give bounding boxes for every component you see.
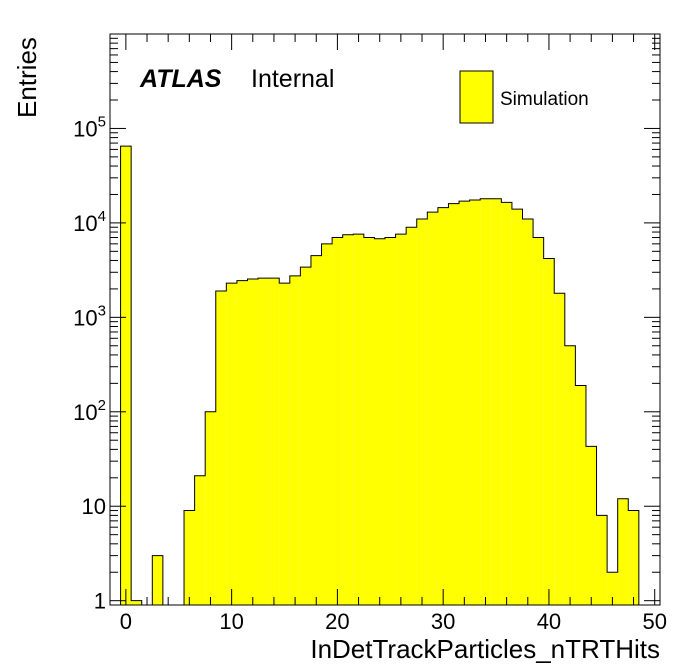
histogram-bar <box>194 475 206 605</box>
y-tick-label: 104 <box>73 208 106 236</box>
histogram-bar <box>258 278 269 605</box>
histogram-bar <box>533 237 544 606</box>
legend: Simulation <box>459 70 589 124</box>
histogram-bar <box>395 234 407 605</box>
histogram-bar <box>427 212 438 605</box>
histogram-bar <box>215 291 227 605</box>
histogram-bar <box>406 227 417 605</box>
legend-swatch-simulation <box>459 70 494 124</box>
histogram-bar <box>152 555 163 605</box>
histogram-bar <box>490 198 502 606</box>
histogram-bar <box>554 293 565 605</box>
histogram-bar <box>205 411 216 605</box>
histogram-bar <box>289 275 301 605</box>
histogram-bar <box>363 237 375 606</box>
y-tick-labels: 1 10 102 103 104 105 <box>73 113 106 613</box>
histogram-bar <box>236 280 248 605</box>
histogram-bar <box>268 278 280 605</box>
y-tick-label: 102 <box>73 397 106 425</box>
y-axis-label: Entries <box>12 37 42 118</box>
histogram-bar <box>459 201 470 605</box>
histogram-bar <box>342 234 354 605</box>
histogram-bar <box>585 446 597 605</box>
histogram-bar <box>120 146 132 605</box>
histogram-bar <box>543 258 555 605</box>
histogram-bar <box>607 572 618 605</box>
atlas-label: ATLAS <box>139 65 222 93</box>
x-tick-label: 30 <box>431 609 455 634</box>
histogram-bar <box>575 385 586 605</box>
y-tick-label: 10 <box>82 494 106 519</box>
histogram-bars <box>120 145 640 606</box>
histogram-bar <box>184 510 195 605</box>
histogram-bar <box>437 207 449 605</box>
histogram-bar <box>310 255 322 605</box>
histogram-bar <box>226 283 237 605</box>
x-axis-label: InDetTrackParticles_nTRTHits <box>310 634 660 664</box>
histogram-bar <box>300 267 311 605</box>
x-tick-label: 40 <box>537 609 561 634</box>
histogram-bar <box>480 198 491 606</box>
histogram-bar <box>522 218 534 605</box>
histogram-bar <box>501 202 512 605</box>
internal-label: Internal <box>251 65 334 93</box>
histogram-bar <box>279 283 290 605</box>
x-tick-label: 20 <box>325 609 349 634</box>
histogram-bar <box>247 278 259 605</box>
histogram-bar <box>628 510 639 605</box>
plot-frame <box>109 33 661 606</box>
histogram-bar <box>374 238 385 605</box>
histogram-bar <box>596 515 608 605</box>
histogram-bar <box>353 234 364 605</box>
histogram-bar <box>385 237 396 606</box>
histogram-bar <box>416 218 428 605</box>
y-tick-label: 105 <box>73 113 106 141</box>
histogram-bar <box>448 203 460 606</box>
y-tick-label: 103 <box>73 302 106 330</box>
x-tick-label: 10 <box>219 609 243 634</box>
histogram-bar <box>617 498 629 605</box>
histogram-bar <box>131 600 142 605</box>
histogram-bar <box>332 237 343 606</box>
axis-ticks <box>110 34 660 605</box>
x-tick-labels: 0 10 20 30 40 50 <box>120 609 667 634</box>
histogram-bar <box>321 243 333 605</box>
histogram-bar <box>511 209 523 605</box>
y-tick-label: 1 <box>94 589 106 614</box>
histogram-bar <box>564 345 576 605</box>
histogram-bar <box>469 199 481 605</box>
x-tick-label: 50 <box>642 609 666 634</box>
x-tick-label: 0 <box>120 609 132 634</box>
legend-label-simulation: Simulation <box>500 89 589 110</box>
